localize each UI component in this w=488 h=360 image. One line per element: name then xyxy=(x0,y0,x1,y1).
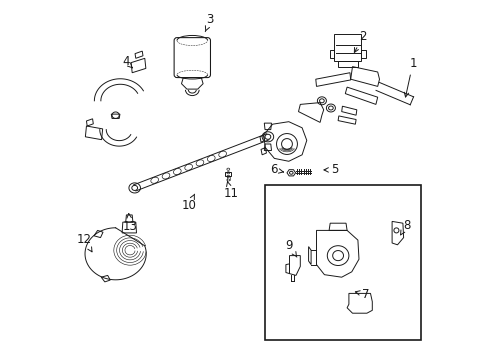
Text: 3: 3 xyxy=(205,13,214,32)
Text: 11: 11 xyxy=(223,181,238,200)
Text: 9: 9 xyxy=(285,239,296,257)
Text: 13: 13 xyxy=(122,213,137,233)
Text: 12: 12 xyxy=(77,233,92,252)
Bar xyxy=(265,185,420,340)
Text: 6: 6 xyxy=(270,163,283,176)
Text: 7: 7 xyxy=(355,288,369,301)
Text: 2: 2 xyxy=(354,30,366,53)
Text: 10: 10 xyxy=(181,194,196,212)
Text: 4: 4 xyxy=(122,55,132,68)
Text: 5: 5 xyxy=(324,163,338,176)
Text: 1: 1 xyxy=(404,57,416,97)
Text: 8: 8 xyxy=(400,219,409,235)
